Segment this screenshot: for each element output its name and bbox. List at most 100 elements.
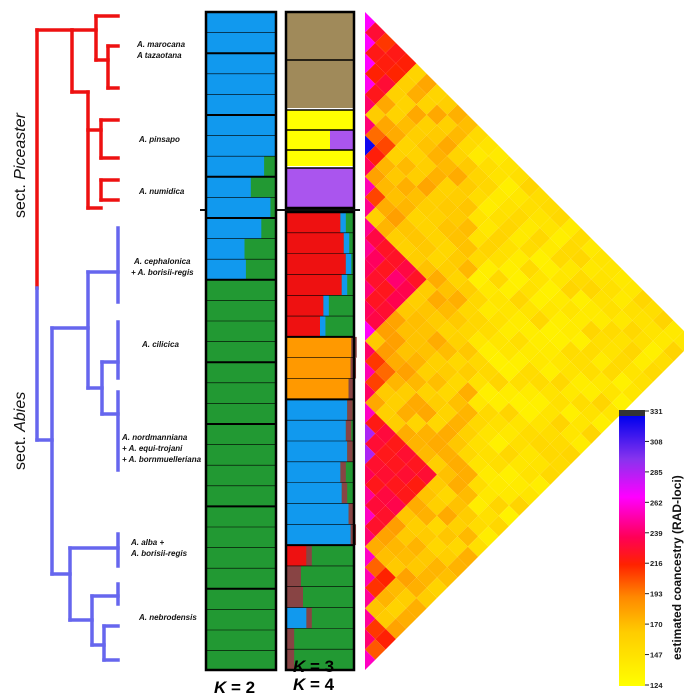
k-symbol: K — [293, 675, 307, 693]
colorbar: 331 308 285 262 239 216 193 170 147 124 estimated… — [619, 407, 684, 690]
k3-bar — [340, 212, 346, 233]
taxon-label: A. alba + A. borisii-regis — [130, 538, 188, 558]
k3-frame-top — [284, 10, 356, 210]
taxon-line: A. numidica — [138, 187, 185, 196]
k3-bar — [286, 482, 342, 504]
colorbar-tick-label: 331 — [650, 407, 663, 416]
k3-bar — [286, 295, 324, 317]
k2-bar — [206, 135, 276, 157]
taxon-line: A. alba + — [130, 538, 164, 547]
taxon-label: A. marocana A tazaotana — [136, 40, 187, 60]
k3-bar — [286, 253, 346, 275]
k-value: = 4 — [305, 675, 334, 693]
taxon-label: A. nordmanniana + A. equi-trojani + A. b… — [121, 433, 202, 464]
k3-bar — [343, 232, 350, 254]
heatmap-cell — [365, 176, 376, 198]
taxon-labels: A. marocana A tazaotana A. pinsapo A. nu… — [121, 40, 202, 622]
structure-panel-k2 — [204, 10, 278, 672]
k3-frame-bottom — [284, 210, 356, 672]
colorbar-ticks: 331 308 285 262 239 216 193 170 147 124 — [645, 407, 663, 690]
k3-bar — [348, 378, 354, 400]
section-prefix: sect. — [12, 432, 29, 470]
heatmap-cell — [365, 402, 376, 424]
k3-bar — [286, 586, 303, 608]
k3-bar — [323, 295, 329, 317]
k-symbol: K — [214, 678, 228, 693]
k3-bar — [286, 628, 354, 650]
taxon-line: A. cephalonica — [133, 257, 191, 266]
k3-bar — [341, 482, 348, 504]
heatmap-cell — [365, 649, 376, 670]
heatmap-cell — [365, 423, 376, 444]
k3-bars — [286, 12, 357, 670]
k2-bar — [206, 115, 276, 136]
heatmap-cell — [365, 628, 376, 650]
taxon-label: A. numidica — [138, 187, 185, 196]
k3-bar-purple — [286, 168, 354, 208]
taxon-label: A. cilicica — [141, 340, 179, 349]
k2-bar — [206, 73, 276, 95]
coancestry-heatmap — [365, 12, 684, 670]
taxon-label: A. nebrodensis — [138, 613, 197, 622]
k3-label: K = 3 — [293, 657, 334, 676]
taxon-line: A. nordmanniana — [121, 433, 188, 442]
k3-bar — [286, 565, 354, 587]
tree-clade-abies — [35, 226, 120, 662]
k3-bar — [286, 357, 351, 379]
phylogenetic-tree — [35, 14, 120, 662]
taxon-line: A. borisii-regis — [130, 549, 188, 558]
k3-bar — [348, 503, 354, 525]
heatmap-cell — [365, 526, 376, 547]
k3-bar — [286, 461, 341, 483]
heatmap-cell — [365, 258, 376, 280]
k2-label: K = 2 — [214, 678, 255, 693]
k3-bar — [286, 441, 348, 462]
colorbar-tick-label: 147 — [650, 651, 663, 660]
taxon-label: A. cephalonica + A. borisii-regis — [131, 257, 194, 277]
section-name: Piceaster — [12, 112, 29, 179]
heatmap-cell — [365, 361, 376, 383]
heatmap-cell — [673, 330, 684, 352]
heatmap-cell — [365, 608, 376, 629]
k2-frame — [204, 10, 278, 672]
k3-bar — [341, 274, 348, 296]
colorbar-gradient — [619, 416, 645, 686]
k3-bar — [286, 420, 346, 441]
k3-bar — [286, 336, 352, 358]
heatmap-cell — [365, 546, 376, 568]
k3-bar — [345, 253, 352, 275]
k3-bar — [347, 441, 353, 462]
heatmap-cell — [365, 135, 376, 156]
heatmap-cell — [365, 382, 376, 403]
heatmap-cell — [365, 505, 376, 527]
k3-bar — [286, 649, 295, 670]
k3-bar — [320, 316, 326, 337]
heatmap-cell — [365, 587, 376, 609]
k3-bar — [286, 524, 351, 546]
k3-bar — [347, 399, 353, 421]
k2-bar — [206, 156, 265, 177]
section-name: Abies — [12, 392, 29, 433]
heatmap-cell — [365, 53, 376, 74]
k3-bar — [306, 545, 312, 566]
structure-panel-k3 — [284, 10, 357, 672]
heatmap-cell — [365, 567, 376, 588]
k3-bar — [286, 649, 354, 670]
colorbar-tick-label: 124 — [650, 681, 663, 690]
k3-bar — [306, 607, 312, 629]
k2-bar — [206, 94, 276, 115]
k2-bar — [206, 197, 271, 218]
section-label-abies: sect. Abies — [12, 392, 29, 470]
taxon-line: A. nebrodensis — [138, 613, 197, 622]
k-value: = 2 — [226, 678, 255, 693]
section-prefix: sect. — [12, 180, 29, 218]
k3-separators — [286, 59, 354, 650]
colorbar-title: estimated coancestry (RAD-loci) — [670, 475, 684, 660]
heatmap-cell — [365, 484, 376, 506]
k2-separators — [206, 32, 276, 651]
k3-bar — [286, 503, 349, 525]
colorbar-tick-label: 285 — [650, 468, 663, 477]
section-label-piceaster: sect. Piceaster — [12, 112, 29, 218]
k2-bar — [206, 32, 276, 54]
colorbar-tick-label: 216 — [650, 559, 663, 568]
